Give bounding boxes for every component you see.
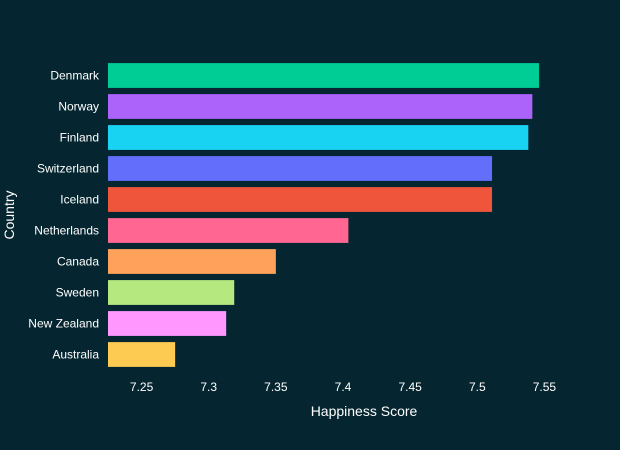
x-tick-label: 7.3 bbox=[200, 380, 217, 394]
x-tick-label: 7.4 bbox=[335, 380, 352, 394]
category-label-netherlands: Netherlands bbox=[34, 224, 99, 238]
x-tick-label: 7.25 bbox=[130, 380, 154, 394]
category-label-finland: Finland bbox=[60, 131, 99, 145]
category-label-canada: Canada bbox=[57, 255, 99, 269]
bar-canada bbox=[108, 249, 276, 274]
bar-norway bbox=[108, 94, 533, 119]
bar-iceland bbox=[108, 187, 493, 212]
y-axis-title: Country bbox=[1, 190, 17, 239]
category-label-new-zealand: New Zealand bbox=[28, 317, 99, 331]
x-tick-label: 7.55 bbox=[533, 380, 557, 394]
bar-australia bbox=[108, 342, 176, 367]
bar-netherlands bbox=[108, 218, 349, 243]
category-label-norway: Norway bbox=[58, 100, 99, 114]
x-tick-label: 7.35 bbox=[264, 380, 288, 394]
bar-new-zealand bbox=[108, 311, 227, 336]
category-labels: Denmark Norway Finland Switzerland Iceland Ne… bbox=[28, 69, 100, 362]
category-label-switzerland: Switzerland bbox=[37, 162, 99, 176]
bar-finland bbox=[108, 125, 529, 150]
x-tick-label: 7.45 bbox=[398, 380, 422, 394]
bar-switzerland bbox=[108, 156, 493, 181]
category-label-iceland: Iceland bbox=[60, 193, 99, 207]
category-label-sweden: Sweden bbox=[56, 286, 99, 300]
bar-sweden bbox=[108, 280, 235, 305]
x-tick-labels: 7.25 7.3 7.35 7.4 7.45 7.5 7.55 bbox=[130, 380, 557, 394]
category-label-australia: Australia bbox=[52, 348, 99, 362]
bar-denmark bbox=[108, 63, 540, 88]
category-label-denmark: Denmark bbox=[50, 69, 100, 83]
x-tick-label: 7.5 bbox=[469, 380, 486, 394]
x-axis-title: Happiness Score bbox=[311, 403, 418, 419]
bars-group bbox=[108, 63, 540, 367]
